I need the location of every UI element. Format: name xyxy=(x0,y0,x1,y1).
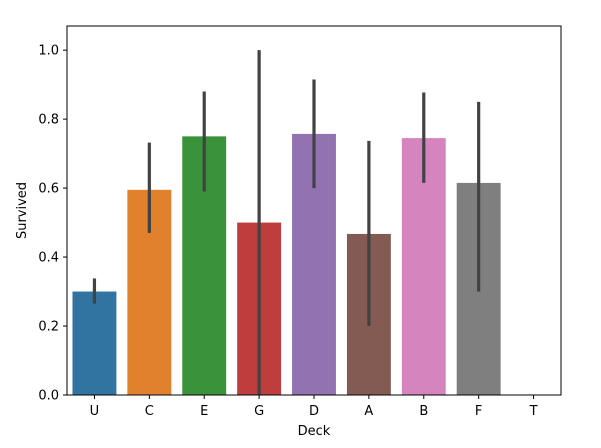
y-tick-label: 1.0 xyxy=(38,44,59,59)
x-tick-label: D xyxy=(309,404,319,419)
x-tick-label: T xyxy=(529,404,538,419)
bars-group xyxy=(72,133,501,396)
y-tick-label: 0.2 xyxy=(38,320,59,335)
error-bars-group xyxy=(92,50,481,395)
y-axis-label: Survived xyxy=(15,182,30,239)
x-tick-label: G xyxy=(254,404,264,419)
x-tick-label: E xyxy=(200,404,208,419)
bar-U xyxy=(72,291,117,395)
x-tick-label: F xyxy=(475,404,482,419)
y-tick-label: 0.6 xyxy=(38,182,59,197)
x-tick-label: A xyxy=(364,404,373,419)
y-axis-ticks: 0.0 0.2 0.4 0.6 0.8 1.0 xyxy=(38,44,67,404)
x-tick-label: B xyxy=(419,404,428,419)
x-axis-label: Deck xyxy=(298,424,331,439)
y-tick-label: 0.8 xyxy=(38,113,59,128)
y-tick-label: 0.4 xyxy=(38,251,59,266)
x-tick-label: U xyxy=(90,404,100,419)
x-tick-label: C xyxy=(145,404,154,419)
y-tick-label: 0.0 xyxy=(38,389,59,404)
